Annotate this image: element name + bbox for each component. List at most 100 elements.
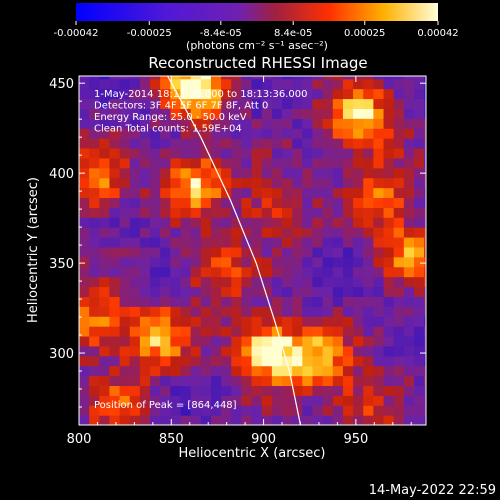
heatmap-cell — [221, 385, 232, 396]
y-axis-label: Heliocentric Y (arcsec) — [26, 177, 41, 323]
heatmap-cell — [282, 157, 293, 169]
heatmap-cell — [332, 227, 344, 238]
heatmap-cell — [312, 118, 324, 129]
heatmap-cell — [79, 375, 90, 387]
heatmap-cell — [312, 207, 324, 218]
heatmap-cell — [160, 395, 171, 406]
heatmap-cell — [99, 217, 111, 228]
heatmap-cell — [160, 306, 171, 317]
heatmap-cell — [312, 108, 324, 119]
heatmap-cell — [292, 207, 303, 218]
heatmap-cell — [99, 296, 111, 307]
heatmap-cell — [414, 197, 425, 208]
colorbar-ticks: -0.00042 -0.00025 -8.4e-05 8.4e-05 0.00025 0.… — [54, 21, 459, 39]
heatmap-cell — [251, 118, 263, 129]
heatmap-cell — [99, 405, 111, 416]
heatmap-cell — [393, 306, 405, 317]
heatmap-cell — [150, 98, 161, 109]
heatmap-cell — [363, 316, 374, 327]
y-tick-label: 300 — [49, 347, 74, 362]
heatmap-cell — [403, 147, 415, 159]
heatmap-cell — [332, 395, 344, 406]
heatmap-cell — [282, 217, 293, 228]
heatmap-cell — [403, 167, 415, 179]
y-tick-label: 400 — [49, 167, 74, 182]
heatmap-cell — [251, 147, 263, 159]
heatmap-cell — [231, 88, 243, 100]
heatmap-cell — [231, 108, 243, 119]
heatmap-cell — [200, 326, 212, 337]
heatmap-cell — [282, 118, 293, 129]
heatmap-cell — [302, 246, 314, 258]
heatmap-cell — [282, 306, 293, 317]
heatmap-cell — [251, 157, 263, 169]
heatmap-cell — [424, 256, 426, 268]
heatmap-cell — [89, 415, 100, 425]
heatmap-cell — [383, 227, 395, 238]
heatmap-cell — [200, 88, 212, 100]
heatmap-cell — [383, 118, 395, 129]
heatmap-cell — [109, 316, 121, 327]
heatmap-cell — [342, 395, 354, 406]
heatmap-cell — [241, 177, 253, 189]
heatmap-cell — [200, 217, 212, 228]
heatmap-cell — [353, 246, 364, 258]
heatmap-cell — [200, 365, 212, 377]
heatmap-cell — [241, 128, 253, 139]
heatmap-cell — [190, 147, 202, 159]
heatmap-cell — [322, 108, 334, 119]
heatmap-cell — [170, 296, 182, 307]
heatmap-cell — [109, 167, 121, 179]
heatmap-cell — [139, 78, 151, 90]
heatmap-cell — [353, 316, 364, 327]
heatmap-cell — [119, 246, 131, 258]
heatmap-cell — [170, 237, 182, 248]
heatmap-cell — [79, 395, 90, 406]
heatmap-cell — [312, 326, 324, 337]
heatmap-cell — [231, 276, 243, 288]
heatmap-cell — [109, 326, 121, 337]
heatmap-cell — [271, 395, 283, 406]
heatmap-cell — [353, 197, 364, 208]
heatmap-cell — [99, 157, 111, 169]
heatmap-cell — [89, 108, 100, 119]
heatmap-cell — [221, 197, 232, 208]
heatmap-cell — [261, 147, 273, 159]
heatmap-cell — [200, 316, 212, 327]
heatmap-cell — [79, 286, 90, 297]
heatmap-cell — [322, 217, 334, 228]
heatmap-cell — [393, 365, 405, 377]
heatmap-cell — [180, 237, 192, 248]
heatmap-cell — [302, 138, 314, 149]
heatmap-cell — [241, 118, 253, 129]
heatmap-cell — [414, 306, 425, 317]
heatmap-cell — [302, 355, 314, 367]
x-axis-label: Heliocentric X (arcsec) — [179, 446, 326, 461]
heatmap-cell — [353, 306, 364, 317]
heatmap-cell — [139, 187, 151, 199]
heatmap-cell — [332, 345, 344, 357]
heatmap-cell — [139, 296, 151, 307]
heatmap-cell — [403, 197, 415, 208]
heatmap-cell — [180, 118, 192, 129]
heatmap-cell — [119, 157, 131, 169]
heatmap-cell — [231, 128, 243, 139]
heatmap-cell — [231, 266, 243, 278]
heatmap-cell — [139, 118, 151, 129]
heatmap-cell — [424, 98, 426, 109]
heatmap-cell — [231, 177, 243, 189]
heatmap-cell — [221, 167, 232, 179]
heatmap-cell — [363, 88, 374, 100]
heatmap-cell — [221, 147, 232, 159]
heatmap-cell — [251, 306, 263, 317]
heatmap-cell — [109, 266, 121, 278]
heatmap-cell — [373, 237, 385, 248]
heatmap-cell — [373, 177, 385, 189]
heatmap-cell — [241, 415, 253, 425]
heatmap-cell — [200, 237, 212, 248]
heatmap-cell — [393, 167, 405, 179]
heatmap-cell — [312, 415, 324, 425]
heatmap-cell — [241, 365, 253, 377]
heatmap-cell — [292, 98, 303, 109]
heatmap-cell — [160, 246, 171, 258]
